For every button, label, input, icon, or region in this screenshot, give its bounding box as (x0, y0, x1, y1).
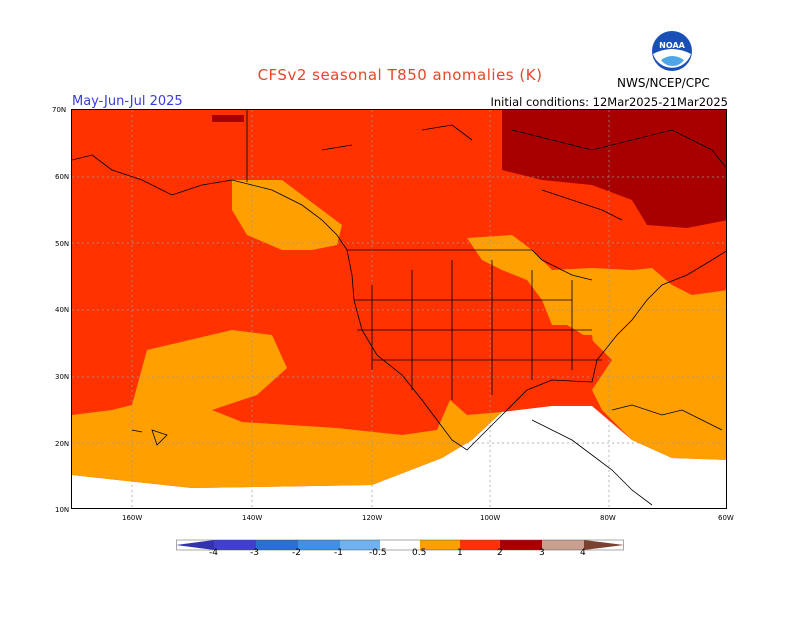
lon-label: 120W (362, 514, 383, 522)
lat-label: 60N (55, 173, 70, 181)
colorbar-label: 3 (539, 548, 545, 558)
anomaly-1-2-region (542, 335, 597, 380)
lat-label: 70N (52, 106, 67, 114)
colorbar-label: 0.5 (412, 548, 427, 558)
colorbar-label: 2 (497, 548, 503, 558)
lat-label: 50N (55, 240, 70, 248)
noaa-logo: NOAA (651, 30, 693, 72)
map-title: CFSv2 seasonal T850 anomalies (K) (257, 66, 543, 84)
colorbar-label: 1 (457, 548, 463, 558)
lat-label: 10N (55, 506, 70, 514)
colorbar (176, 536, 626, 555)
logo-text: NOAA (659, 41, 685, 50)
colorbar-label: -1 (334, 548, 343, 558)
colorbar-label: -4 (209, 548, 218, 558)
lon-label: 60W (718, 514, 734, 522)
colorbar-label: -2 (292, 548, 301, 558)
anomaly-0.5-1-region (467, 235, 726, 460)
agency-label: NWS/NCEP/CPC (617, 76, 710, 90)
lat-label: 20N (55, 440, 70, 448)
neutral-region (72, 406, 726, 508)
lon-label: 80W (600, 514, 616, 522)
anomaly-map (71, 109, 727, 509)
colorbar-label: -0.5 (369, 548, 387, 558)
colorbar-label: -3 (250, 548, 259, 558)
anomaly-2-3-region (502, 110, 726, 228)
lat-label: 40N (55, 306, 70, 314)
map-canvas (72, 110, 726, 508)
anomaly-2-3-region (212, 115, 244, 122)
lon-label: 160W (122, 514, 143, 522)
season-label: May-Jun-Jul 2025 (72, 94, 183, 109)
lat-label: 30N (55, 373, 70, 381)
lon-label: 140W (242, 514, 263, 522)
anomaly-0.5-1-region (232, 180, 342, 250)
colorbar-label: 4 (580, 548, 586, 558)
init-conditions-label: Initial conditions: 12Mar2025-21Mar2025 (490, 95, 728, 109)
lon-label: 100W (480, 514, 501, 522)
anomaly-0.5-1-region (72, 330, 502, 488)
coastlines (72, 110, 726, 506)
